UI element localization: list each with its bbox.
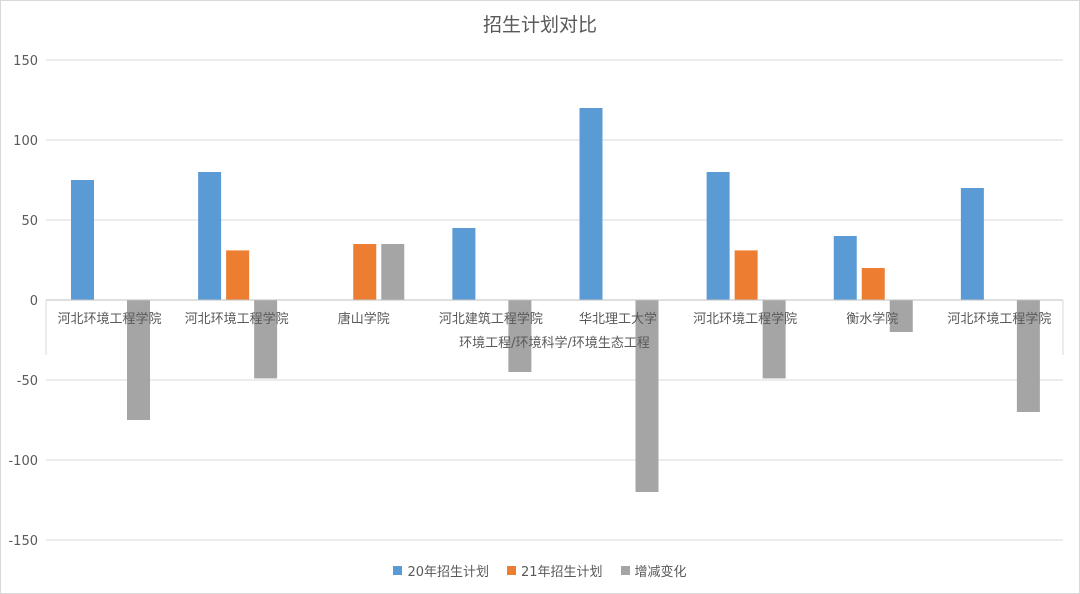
category-group-label: 环境工程/环境科学/环境生态工程 bbox=[459, 335, 650, 351]
bar-series-3-cat-2 bbox=[254, 300, 278, 379]
legend-swatch-series-1 bbox=[393, 566, 403, 575]
legend-item-series-1: 20年招生计划 bbox=[393, 561, 489, 580]
bar-series-2-cat-2 bbox=[226, 250, 250, 300]
legend: 20年招生计划 21年招生计划 增减变化 bbox=[0, 561, 1080, 580]
bar-series-3-cat-4 bbox=[508, 300, 532, 372]
y-tick-label: 50 bbox=[21, 214, 38, 229]
axes: 150 100 50 0 -50 -100 -150 河北环境工程学院 河北环境工程学院 唐山学院… bbox=[8, 54, 1064, 549]
bar-series-3-cat-5 bbox=[635, 300, 659, 492]
x-tick-label: 唐山学院 bbox=[338, 311, 390, 327]
bar-series-1-cat-1 bbox=[71, 180, 94, 300]
bar-series-3-cat-6 bbox=[762, 300, 786, 379]
bar-series-2-cat-6 bbox=[734, 250, 758, 300]
y-tick-label: -150 bbox=[8, 534, 38, 549]
x-tick-label: 河北建筑工程学院 bbox=[439, 311, 543, 327]
bar-series-1-cat-6 bbox=[706, 172, 730, 300]
y-tick-label: -100 bbox=[8, 454, 38, 469]
bar-series-1-cat-4 bbox=[452, 228, 476, 300]
bar-series-1-cat-5 bbox=[579, 108, 603, 300]
x-tick-label: 河北环境工程学院 bbox=[947, 311, 1051, 327]
bar-series-1-cat-8 bbox=[960, 188, 984, 300]
legend-label-series-3: 增减变化 bbox=[634, 565, 687, 580]
bar-series-1-cat-7 bbox=[833, 236, 857, 300]
x-tick-label: 河北环境工程学院 bbox=[693, 311, 797, 327]
legend-swatch-series-3 bbox=[620, 566, 630, 575]
legend-item-series-3: 增减变化 bbox=[620, 561, 687, 580]
x-tick-label: 衡水学院 bbox=[846, 311, 898, 327]
gridlines bbox=[46, 59, 1063, 541]
x-tick-label: 河北环境工程学院 bbox=[185, 311, 289, 327]
bar-series-1-cat-2 bbox=[198, 172, 222, 300]
bar-series-2-cat-3 bbox=[353, 244, 377, 300]
x-tick-label: 河北环境工程学院 bbox=[58, 311, 162, 327]
chart-title: 招生计划对比 bbox=[482, 14, 597, 36]
bar-series-3-cat-8 bbox=[1016, 300, 1040, 412]
y-tick-label: 100 bbox=[13, 134, 38, 149]
bar-series-2-cat-7 bbox=[861, 268, 885, 300]
legend-label-series-1: 20年招生计划 bbox=[407, 565, 489, 580]
x-tick-label: 华北理工大学 bbox=[579, 311, 657, 327]
legend-item-series-2: 21年招生计划 bbox=[506, 561, 603, 580]
legend-label-series-2: 21年招生计划 bbox=[520, 565, 603, 580]
bar-series-3-cat-7 bbox=[889, 300, 913, 332]
bar-series-3-cat-3 bbox=[381, 244, 405, 300]
bars bbox=[71, 108, 1040, 492]
y-tick-label: -50 bbox=[17, 374, 38, 389]
y-tick-label: 0 bbox=[30, 294, 38, 309]
y-tick-label: 150 bbox=[13, 54, 38, 69]
bar-series-3-cat-1 bbox=[127, 300, 150, 420]
legend-swatch-series-2 bbox=[506, 566, 516, 575]
